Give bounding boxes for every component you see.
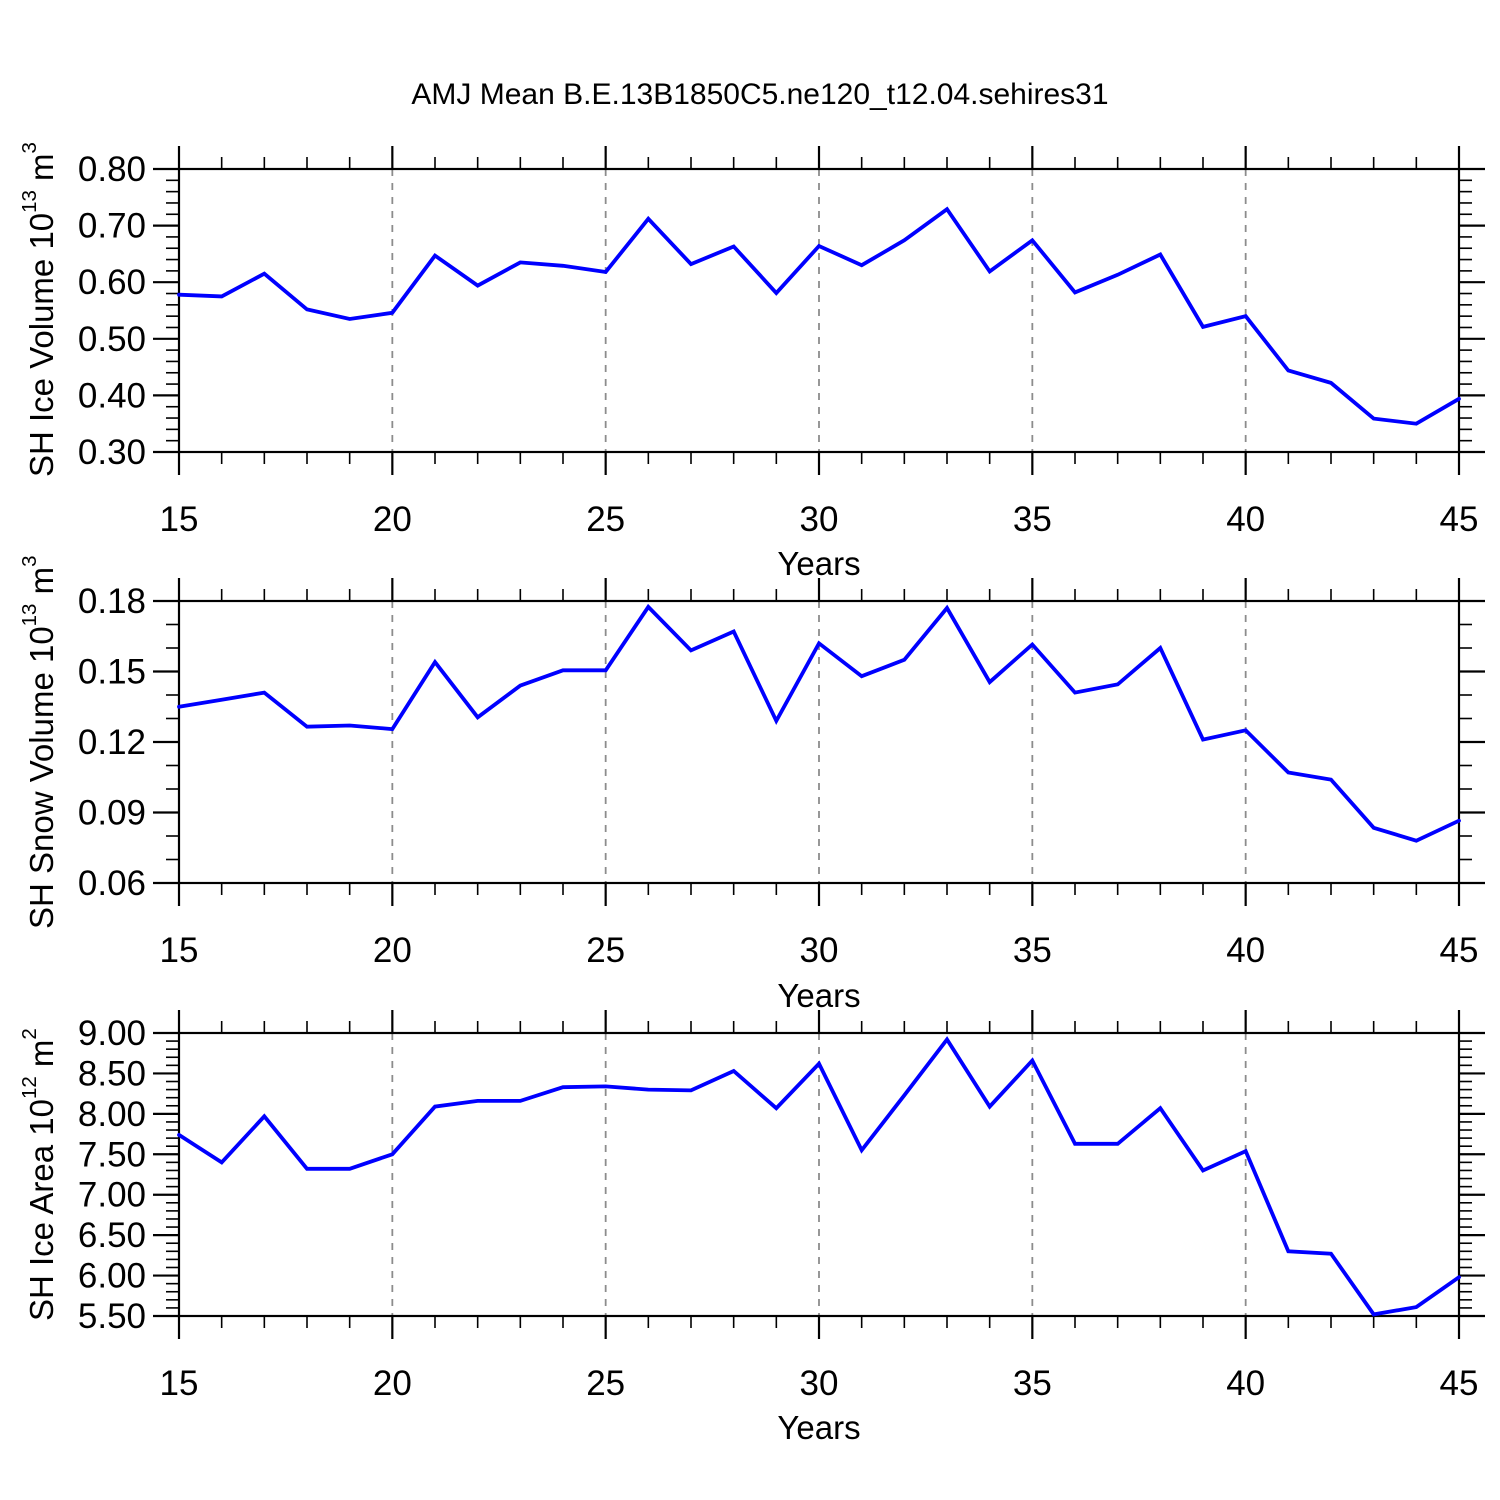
y-tick-label: 0.06: [78, 864, 146, 903]
y-tick-label: 5.50: [78, 1297, 146, 1336]
x-axis-label-panel-3: Years: [777, 1409, 861, 1446]
x-tick-label: 30: [800, 931, 839, 970]
plot-box: [177, 167, 1461, 454]
plot-box: [177, 1031, 1461, 1318]
x-tick-label: 20: [373, 500, 412, 539]
y-tick-label: 7.50: [78, 1135, 146, 1174]
x-tick-label: 15: [160, 1364, 199, 1403]
data-line: [177, 603, 1461, 843]
x-tick-label: 25: [586, 1364, 625, 1403]
x-tick-label: 30: [800, 1364, 839, 1403]
x-tick-label: 20: [373, 931, 412, 970]
panel-1: 15 20 25 30 35 40 45 0.80 0.70 0.60 0.50 0.40 0.30: [78, 146, 1485, 539]
y-tick-label: 0.09: [78, 794, 146, 833]
x-tick-label: 15: [160, 500, 199, 539]
y-tick-label: 6.00: [78, 1257, 146, 1296]
y-tick-label: 7.00: [78, 1176, 146, 1215]
x-tick-label: 20: [373, 1364, 412, 1403]
x-tick-label: 45: [1440, 931, 1479, 970]
panel-3: 15 20 25 30 35 40 45 9.008.508.007.507.006.506.…: [78, 1010, 1485, 1403]
y-tick-label: 0.70: [78, 207, 146, 246]
y-tick-label: 0.50: [78, 320, 146, 359]
x-tick-label: 35: [1013, 931, 1052, 970]
figure-title: AMJ Mean B.E.13B1850C5.ne120_t12.04.sehi…: [411, 78, 1109, 111]
data-line: [177, 1036, 1461, 1317]
x-tick-label: 25: [586, 500, 625, 539]
y-tick-label: 8.50: [78, 1054, 146, 1093]
y-tick-label: 0.30: [78, 433, 146, 472]
y-tick-label: 0.18: [78, 582, 146, 621]
x-tick-label: 40: [1226, 500, 1265, 539]
y-tick-label: 0.12: [78, 723, 146, 762]
x-axis-label-panel-2: Years: [777, 977, 861, 1014]
x-tick-label: 45: [1440, 1364, 1479, 1403]
data-line: [177, 206, 1461, 426]
x-tick-label: 40: [1226, 931, 1265, 970]
x-tick-label: 15: [160, 931, 199, 970]
plot-box: [177, 599, 1461, 885]
x-tick-label: 35: [1013, 500, 1052, 539]
x-tick-label: 45: [1440, 500, 1479, 539]
x-tick-label: 25: [586, 931, 625, 970]
x-tick-label: 35: [1013, 1364, 1052, 1403]
x-tick-label: 40: [1226, 1364, 1265, 1403]
y-tick-label: 0.15: [78, 653, 146, 692]
x-tick-label: 30: [800, 500, 839, 539]
y-tick-label: 6.50: [78, 1216, 146, 1255]
y-tick-label: 8.00: [78, 1095, 146, 1134]
y-tick-label: 0.40: [78, 376, 146, 415]
y-tick-label: 9.00: [78, 1014, 146, 1053]
y-tick-label: 0.80: [78, 150, 146, 189]
panel-2: 15 20 25 30 35 40 45 0.18 0.15 0.12 0.09 0.06: [78, 578, 1485, 970]
y-tick-label: 0.60: [78, 263, 146, 302]
x-axis-label-panel-1: Years: [777, 545, 861, 582]
